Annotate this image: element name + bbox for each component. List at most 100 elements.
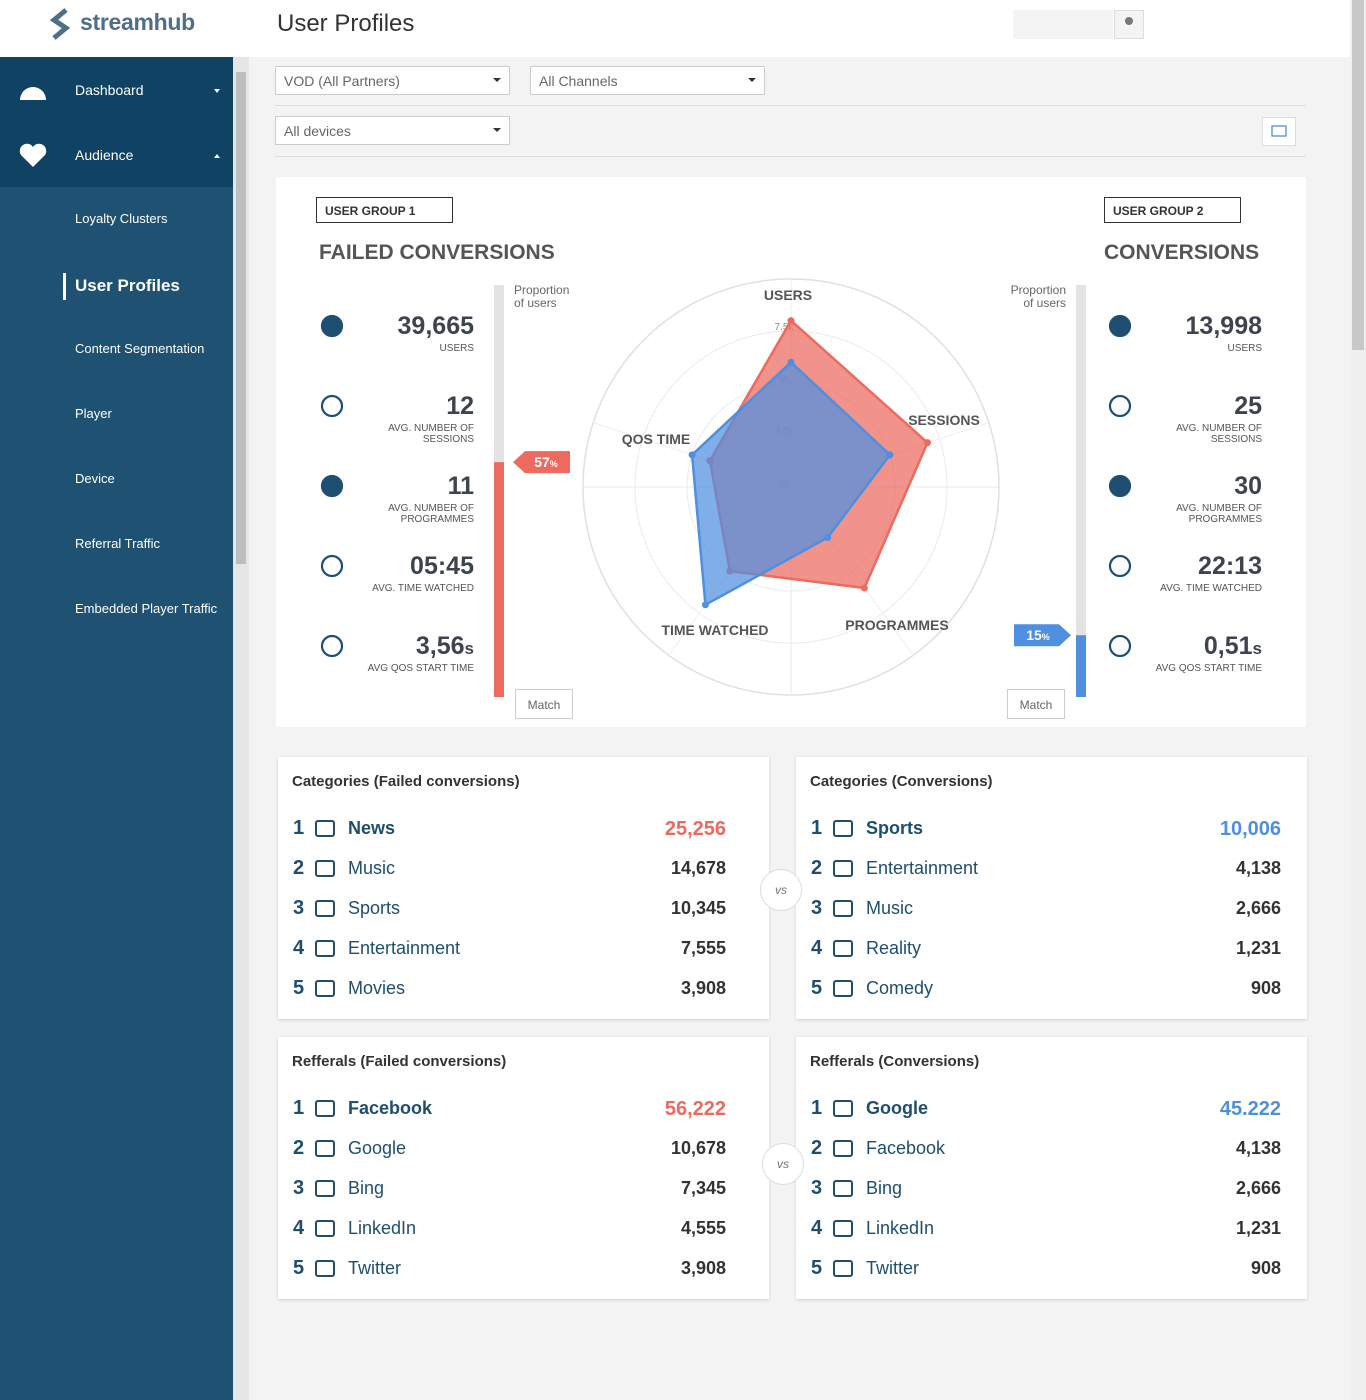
stat-value: 25 <box>1234 392 1262 421</box>
row-value: 1,231 <box>1235 1218 1281 1238</box>
select[interactable]: VOD (All Partners) <box>275 66 510 95</box>
card: Categories (Conversions) 1 Sports 10,006 2 En… <box>796 757 1307 1019</box>
row-name[interactable]: Music <box>866 898 914 918</box>
row-name[interactable]: News <box>348 818 396 838</box>
sidebar-top <box>0 57 233 187</box>
row-icon <box>315 1180 335 1197</box>
rank: 1 <box>811 817 823 839</box>
nav-item[interactable]: Audience <box>75 147 134 163</box>
row-name[interactable]: Movies <box>348 978 406 998</box>
group-selector[interactable]: USER GROUP 1 <box>316 197 453 223</box>
row-name[interactable]: Facebook <box>348 1098 433 1118</box>
row-icon <box>833 1100 853 1117</box>
page-scroll-track <box>1350 0 1366 1400</box>
nav-subitem[interactable]: Content Segmentation <box>75 341 205 356</box>
select[interactable]: All devices <box>275 116 510 145</box>
stat-value-number: 12 <box>446 392 474 420</box>
row-name[interactable]: Entertainment <box>348 938 461 958</box>
rank: 4 <box>293 1217 305 1239</box>
group-selector[interactable]: USER GROUP 2 <box>1104 197 1241 223</box>
stat-value-number: 0,51 <box>1203 632 1253 660</box>
row-value: 2,666 <box>1235 898 1281 918</box>
row-name[interactable]: Twitter <box>866 1258 920 1278</box>
card: Refferals (Conversions) 1 Google 45.222 2 Fac… <box>796 1037 1307 1299</box>
stat-value: 0,51s <box>1204 632 1262 661</box>
match-text: Match <box>1019 698 1053 712</box>
mail-button[interactable] <box>1262 117 1296 146</box>
row-name[interactable]: Google <box>866 1098 928 1118</box>
page-scroll-thumb[interactable] <box>1352 0 1364 350</box>
header <box>233 0 1350 57</box>
stat-label: AVG. TIME WATCHED <box>372 583 474 594</box>
row-name[interactable]: Sports <box>866 818 924 838</box>
row-value: 10,345 <box>670 898 726 918</box>
proportion-label: Proportion of users <box>514 283 570 310</box>
match-button[interactable]: Match <box>1007 689 1065 719</box>
row-name[interactable]: Comedy <box>866 978 934 998</box>
row-icon <box>315 1100 335 1117</box>
row-name[interactable]: Entertainment <box>866 858 979 878</box>
stat-value: 05:45 <box>410 552 474 581</box>
row-value: 908 <box>1250 978 1281 998</box>
row-icon <box>315 980 335 997</box>
row-value: 14,678 <box>670 858 726 878</box>
vs-text: vs <box>775 883 787 897</box>
row-name[interactable]: Facebook <box>866 1138 946 1158</box>
select[interactable]: All Channels <box>530 66 765 95</box>
group-selector-text: USER GROUP 1 <box>325 204 416 218</box>
row-name[interactable]: LinkedIn <box>348 1218 417 1238</box>
rank: 5 <box>811 1257 823 1279</box>
rank: 2 <box>811 857 823 879</box>
group-title: FAILED CONVERSIONS <box>319 241 555 264</box>
stat-label: AVG QOS START TIME <box>367 663 474 674</box>
row-value: 25,256 <box>664 818 726 840</box>
nav-subitem[interactable]: Player <box>75 406 112 421</box>
rank: 1 <box>811 1097 823 1119</box>
row-name[interactable]: Bing <box>866 1178 903 1198</box>
rank: 5 <box>811 977 823 999</box>
stat-value-unit: s <box>1252 639 1262 658</box>
rank: 2 <box>811 1137 823 1159</box>
row-name[interactable]: Twitter <box>348 1258 402 1278</box>
nav-subitem[interactable]: Device <box>75 471 115 486</box>
nav-subitem[interactable]: Loyalty Clusters <box>75 211 168 226</box>
stat-label: AVG. NUMBER OF SESSIONS <box>388 423 474 445</box>
nav-subitem[interactable]: Embedded Player Traffic <box>75 601 218 616</box>
select-text: All devices <box>284 123 351 139</box>
search-box[interactable] <box>1013 10 1113 39</box>
stat-value: 22:13 <box>1198 552 1262 581</box>
row-value: 4,555 <box>680 1218 726 1238</box>
nav-subitem[interactable]: User Profiles <box>75 276 180 295</box>
stat-label: AVG QOS START TIME <box>1155 663 1262 674</box>
nav-item[interactable]: Dashboard <box>75 82 144 98</box>
row-value: 56,222 <box>664 1098 726 1120</box>
row-name[interactable]: Music <box>348 858 396 878</box>
row-value: 908 <box>1250 1258 1281 1278</box>
row-icon <box>833 1140 853 1157</box>
stat-value: 11 <box>448 472 474 501</box>
row-value: 2,666 <box>1235 1178 1281 1198</box>
row-name[interactable]: Google <box>348 1138 407 1158</box>
nav-subitem[interactable]: Referral Traffic <box>75 536 161 551</box>
vs-badge: vs <box>762 1143 804 1185</box>
stat-label: AVG. NUMBER OF SESSIONS <box>1176 423 1262 445</box>
vs-badge: vs <box>760 869 802 911</box>
stat-value: 13,998 <box>1186 312 1262 341</box>
rank: 3 <box>811 897 823 919</box>
match-button[interactable]: Match <box>515 689 573 719</box>
stat-value-unit: s <box>464 639 474 658</box>
sidebar-scroll-thumb[interactable] <box>236 72 246 564</box>
row-name[interactable]: Sports <box>348 898 401 918</box>
row-name[interactable]: Reality <box>866 938 922 958</box>
divider <box>275 156 1306 157</box>
row-icon <box>315 1260 335 1277</box>
row-icon <box>315 1140 335 1157</box>
page-title: User Profiles <box>277 10 415 37</box>
card-title: Refferals (Failed conversions) <box>292 1053 507 1070</box>
user-button[interactable] <box>1114 10 1144 39</box>
row-name[interactable]: LinkedIn <box>866 1218 935 1238</box>
row-name[interactable]: Bing <box>348 1178 385 1198</box>
rank: 2 <box>293 857 305 879</box>
rank: 2 <box>293 1137 305 1159</box>
card-title: Categories (Conversions) <box>810 773 993 790</box>
